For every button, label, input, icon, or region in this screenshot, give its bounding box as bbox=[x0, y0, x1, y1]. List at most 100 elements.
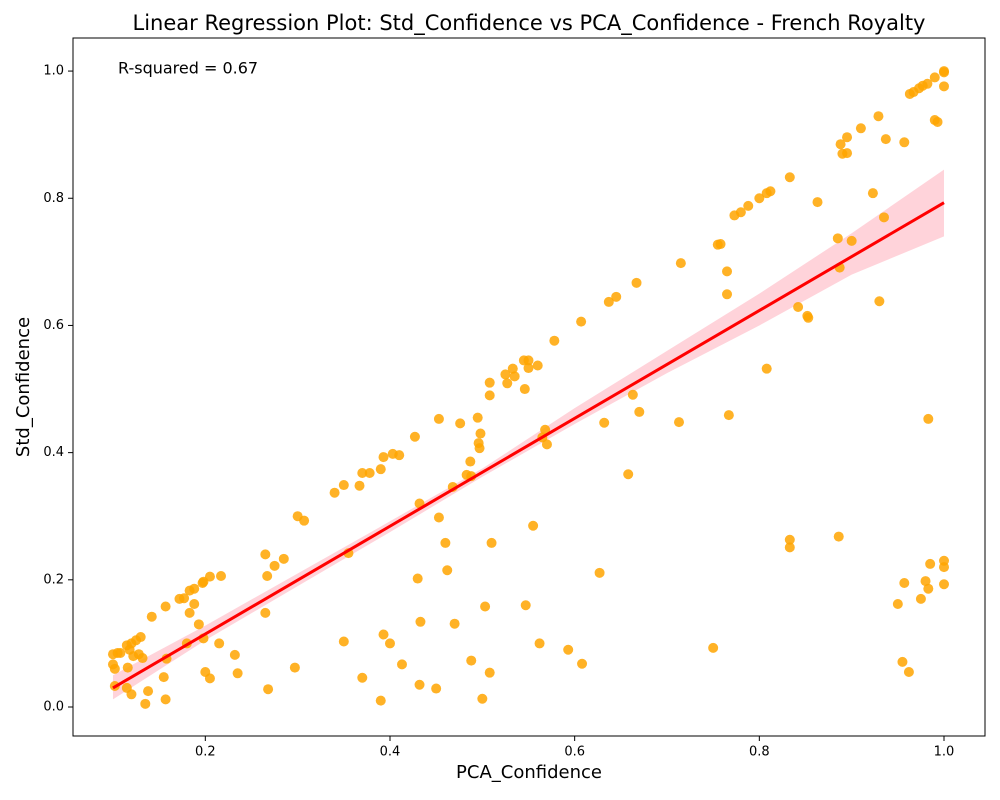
data-point bbox=[576, 316, 587, 327]
data-point bbox=[873, 111, 884, 122]
data-point bbox=[442, 565, 453, 576]
data-point bbox=[541, 439, 552, 450]
data-point bbox=[115, 647, 126, 658]
confidence-band bbox=[112, 169, 945, 700]
data-point bbox=[179, 593, 190, 604]
data-point bbox=[135, 632, 146, 643]
y-axis-label: Std_Confidence bbox=[13, 317, 34, 457]
data-point bbox=[631, 277, 642, 288]
data-point bbox=[338, 480, 349, 491]
data-point bbox=[472, 412, 483, 423]
data-point bbox=[939, 562, 950, 573]
data-point bbox=[722, 289, 733, 300]
data-point bbox=[735, 207, 746, 218]
data-point bbox=[784, 534, 795, 545]
data-point bbox=[357, 672, 368, 683]
data-point bbox=[855, 123, 866, 134]
data-point bbox=[146, 611, 157, 622]
data-point bbox=[923, 583, 934, 594]
data-point bbox=[378, 452, 389, 463]
data-point bbox=[743, 200, 754, 211]
data-point bbox=[793, 301, 804, 312]
data-point bbox=[375, 695, 386, 706]
data-point bbox=[563, 644, 574, 655]
data-point bbox=[765, 186, 776, 197]
data-point bbox=[375, 464, 386, 475]
data-point bbox=[338, 636, 349, 647]
x-axis-label: PCA_Confidence bbox=[456, 762, 602, 783]
x-tick-label: 0.8 bbox=[749, 745, 770, 760]
data-point bbox=[519, 384, 530, 395]
data-point bbox=[540, 424, 551, 435]
data-point bbox=[214, 638, 225, 649]
data-point bbox=[929, 72, 940, 83]
data-point bbox=[160, 694, 171, 705]
data-point bbox=[396, 659, 407, 670]
data-point bbox=[431, 683, 442, 694]
data-point bbox=[204, 673, 215, 684]
data-point bbox=[449, 618, 460, 629]
data-point bbox=[189, 598, 200, 609]
data-point bbox=[812, 197, 823, 208]
data-point bbox=[939, 81, 950, 92]
data-point bbox=[378, 629, 389, 640]
data-point bbox=[509, 371, 520, 382]
data-point bbox=[577, 658, 588, 669]
data-point bbox=[121, 682, 132, 693]
data-point bbox=[715, 239, 726, 250]
data-point bbox=[486, 537, 497, 548]
data-point bbox=[394, 450, 405, 461]
data-point bbox=[204, 571, 215, 582]
data-point bbox=[528, 520, 539, 531]
y-tick-label: 0.2 bbox=[43, 572, 64, 587]
data-point bbox=[915, 593, 926, 604]
data-point bbox=[899, 577, 910, 588]
data-point bbox=[925, 558, 936, 569]
data-point bbox=[137, 653, 148, 664]
data-point bbox=[474, 443, 485, 454]
data-point bbox=[480, 601, 491, 612]
data-point bbox=[835, 139, 846, 150]
data-point bbox=[923, 413, 934, 424]
data-point bbox=[623, 469, 634, 480]
annotation: R-squared = 0.67 bbox=[118, 59, 258, 78]
data-point bbox=[184, 607, 195, 618]
data-point bbox=[842, 148, 853, 159]
data-point bbox=[465, 456, 476, 467]
data-point bbox=[364, 467, 375, 478]
y-tick-label: 0.4 bbox=[43, 445, 64, 460]
data-point bbox=[784, 542, 795, 553]
data-point bbox=[189, 583, 200, 594]
data-point bbox=[216, 570, 227, 581]
data-point bbox=[158, 672, 169, 683]
data-point bbox=[477, 693, 488, 704]
x-tick-label: 0.4 bbox=[380, 745, 401, 760]
data-point bbox=[466, 655, 477, 666]
data-point bbox=[833, 531, 844, 542]
data-point bbox=[475, 428, 486, 439]
data-point bbox=[357, 467, 368, 478]
data-point bbox=[502, 378, 513, 389]
data-point bbox=[803, 312, 814, 323]
data-point bbox=[109, 663, 120, 674]
data-point bbox=[634, 406, 645, 417]
data-point bbox=[754, 193, 765, 204]
data-point bbox=[549, 335, 560, 346]
data-point bbox=[269, 560, 280, 571]
data-point bbox=[599, 417, 610, 428]
data-point bbox=[260, 607, 271, 618]
x-tick-label: 1.0 bbox=[934, 745, 955, 760]
data-point bbox=[903, 667, 914, 678]
data-point bbox=[939, 579, 950, 590]
data-point bbox=[329, 487, 340, 498]
data-point bbox=[708, 642, 719, 653]
data-point bbox=[675, 258, 686, 269]
data-point bbox=[939, 67, 950, 78]
data-point bbox=[455, 418, 466, 429]
data-point bbox=[920, 576, 931, 587]
data-point bbox=[534, 638, 545, 649]
y-tick-label: 1.0 bbox=[43, 64, 64, 79]
data-point bbox=[193, 619, 204, 630]
data-point bbox=[892, 598, 903, 609]
data-point bbox=[354, 480, 365, 491]
